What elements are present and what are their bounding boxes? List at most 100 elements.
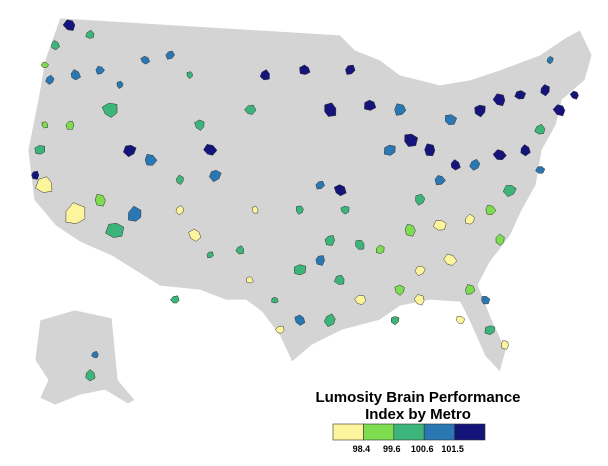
metro bbox=[469, 158, 481, 171]
legend-break-label: 100.6 bbox=[411, 444, 434, 454]
metro bbox=[354, 295, 367, 305]
metro bbox=[520, 144, 531, 157]
metro bbox=[340, 205, 350, 215]
metro bbox=[315, 255, 325, 266]
metro bbox=[123, 144, 137, 158]
metro bbox=[128, 205, 142, 222]
legend-swatch bbox=[363, 423, 395, 441]
metro bbox=[465, 213, 475, 225]
metro bbox=[474, 104, 486, 118]
metro bbox=[569, 90, 579, 100]
legend-swatch bbox=[332, 423, 364, 441]
metro bbox=[85, 29, 95, 39]
metro bbox=[404, 223, 416, 237]
metro bbox=[443, 253, 458, 266]
metro bbox=[375, 244, 385, 254]
metros bbox=[31, 19, 579, 382]
metro bbox=[95, 66, 105, 75]
metro bbox=[535, 166, 546, 174]
metro bbox=[259, 69, 270, 81]
legend-title: Index by Metro bbox=[365, 406, 471, 423]
metro bbox=[70, 69, 81, 81]
metro bbox=[492, 149, 507, 161]
metro bbox=[140, 55, 151, 65]
metro bbox=[394, 284, 405, 296]
metro bbox=[203, 144, 218, 156]
us-mainland bbox=[27, 17, 593, 373]
metro bbox=[188, 228, 202, 242]
metro bbox=[40, 61, 50, 68]
metro bbox=[414, 265, 426, 277]
metro bbox=[91, 350, 99, 358]
metro bbox=[116, 80, 124, 89]
metro bbox=[144, 154, 158, 166]
metro bbox=[333, 184, 347, 197]
metro bbox=[35, 176, 53, 193]
metro bbox=[252, 206, 259, 214]
metro bbox=[294, 314, 306, 326]
legend-swatch bbox=[454, 423, 486, 441]
legend-break-label: 101.5 bbox=[441, 444, 464, 454]
legend-break-label: 98.4 bbox=[353, 444, 371, 454]
legend-break-label: 99.6 bbox=[383, 444, 401, 454]
metro bbox=[484, 325, 496, 335]
metro bbox=[271, 296, 279, 304]
metro bbox=[101, 102, 118, 118]
metro bbox=[415, 193, 426, 206]
metro bbox=[495, 233, 505, 246]
metro bbox=[445, 114, 458, 125]
metro bbox=[85, 369, 96, 382]
metro bbox=[41, 121, 49, 129]
metro bbox=[235, 245, 245, 255]
metro bbox=[546, 55, 554, 65]
metro bbox=[275, 325, 285, 334]
metro bbox=[432, 220, 447, 231]
metro bbox=[176, 174, 184, 185]
metro bbox=[500, 339, 509, 350]
metro bbox=[424, 143, 436, 157]
metro bbox=[384, 144, 396, 156]
metro bbox=[394, 103, 407, 116]
metro bbox=[315, 180, 325, 190]
metro bbox=[194, 119, 205, 131]
metro bbox=[481, 296, 491, 305]
metro bbox=[165, 50, 175, 60]
legend-title: Lumosity Brain Performance bbox=[315, 389, 520, 406]
metro bbox=[333, 274, 345, 285]
metro bbox=[244, 104, 257, 115]
legend-swatch bbox=[423, 423, 455, 441]
metro bbox=[293, 264, 307, 276]
metro bbox=[324, 235, 335, 246]
metro bbox=[355, 239, 365, 250]
metro bbox=[391, 316, 400, 326]
metro bbox=[492, 93, 506, 107]
metro bbox=[413, 294, 425, 306]
metro bbox=[502, 185, 517, 198]
metro bbox=[465, 284, 476, 295]
metro bbox=[514, 90, 527, 100]
metro bbox=[434, 175, 446, 186]
metro bbox=[345, 64, 356, 75]
metro bbox=[65, 202, 86, 224]
metro bbox=[404, 133, 418, 147]
metro bbox=[65, 120, 75, 130]
metro bbox=[31, 170, 40, 180]
alaska bbox=[34, 309, 136, 406]
metro bbox=[175, 205, 184, 216]
metro bbox=[364, 99, 377, 111]
legend-swatch bbox=[393, 423, 425, 441]
metro bbox=[540, 84, 550, 97]
metro bbox=[34, 145, 45, 155]
metro bbox=[299, 64, 311, 75]
metro bbox=[534, 123, 546, 135]
metro bbox=[206, 251, 214, 259]
metro bbox=[105, 222, 125, 238]
metro bbox=[450, 159, 461, 171]
metro bbox=[552, 104, 566, 117]
metro bbox=[324, 102, 337, 117]
metro bbox=[246, 276, 254, 284]
metro bbox=[456, 316, 466, 324]
